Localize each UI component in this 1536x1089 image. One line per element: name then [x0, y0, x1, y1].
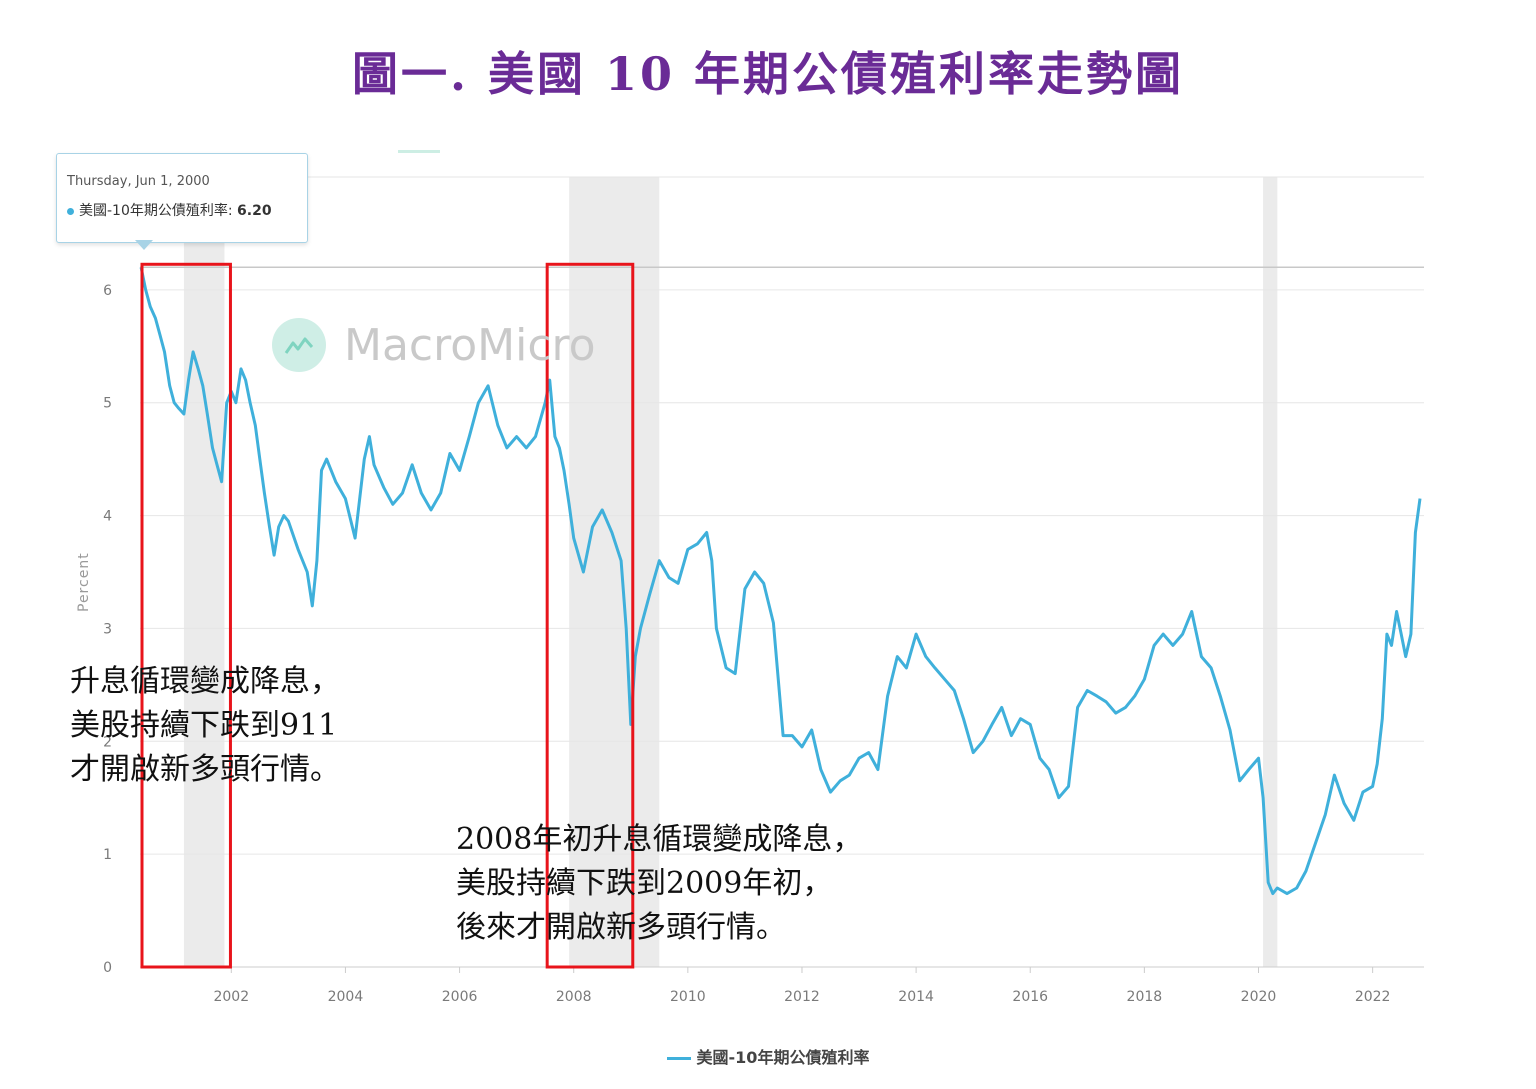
watermark-text: MacroMicro — [344, 319, 596, 371]
legend[interactable]: 美國-10年期公債殖利率 — [0, 1044, 1536, 1068]
x-tick-label: 2008 — [556, 989, 592, 1005]
annotation-line: 才開啟新多頭行情。 — [70, 752, 340, 787]
macromicro-logo-icon — [272, 318, 326, 372]
series-line — [139, 267, 1422, 896]
y-tick-label: 0 — [103, 960, 112, 976]
annotation-line: 2008年初升息循環變成降息， — [456, 822, 863, 857]
decorative-dash — [398, 150, 440, 153]
y-tick-label: 4 — [103, 509, 112, 525]
annotation-2001: 升息循環變成降息， 美股持續下跌到911 才開啟新多頭行情。 — [70, 660, 340, 792]
x-tick-label: 2012 — [784, 989, 820, 1005]
recession-band — [183, 177, 225, 967]
y-tick-label: 2 — [103, 734, 112, 750]
y-axis-title: Percent — [76, 552, 92, 612]
x-tick-label: 2022 — [1355, 989, 1391, 1005]
recession-band — [1263, 177, 1278, 967]
recession-bands — [183, 177, 1278, 967]
annotation-line: 後來才開啟新多頭行情。 — [456, 910, 786, 945]
y-tick-label: 6 — [103, 283, 112, 299]
x-tick-labels: 2002 2004 2006 2008 2010 2012 2014 2016 2018 2020… — [140, 966, 1424, 1005]
x-tick-label: 2006 — [442, 989, 478, 1005]
annotation-line: 美股持續下跌到2009年初， — [456, 866, 833, 901]
tooltip-row: 美國-10年期公債殖利率: 6.20 — [67, 200, 272, 220]
tooltip-value: 6.20 — [237, 203, 272, 219]
highlight-box — [545, 262, 635, 969]
x-tick-label: 2004 — [328, 989, 364, 1005]
annotation-line: 升息循環變成降息， — [70, 664, 340, 699]
y-tick-label: 5 — [103, 396, 112, 412]
y-tick-label: 3 — [103, 621, 112, 637]
y-tick-labels: 01234567 — [103, 170, 112, 976]
watermark: MacroMicro — [272, 310, 596, 380]
highlight-box — [140, 262, 232, 969]
legend-label: 美國-10年期公債殖利率 — [696, 1048, 870, 1067]
tooltip-pointer — [135, 240, 153, 250]
tooltip: Thursday, Jun 1, 2000 美國-10年期公債殖利率: 6.20 — [56, 153, 308, 250]
y-tick-label: 1 — [103, 847, 112, 863]
x-tick-label: 2018 — [1127, 989, 1163, 1005]
highlight-boxes — [140, 262, 635, 969]
x-tick-label: 2020 — [1241, 989, 1277, 1005]
annotation-line: 美股持續下跌到911 — [70, 708, 338, 743]
x-tick-label: 2010 — [670, 989, 706, 1005]
tooltip-series-label: 美國-10年期公債殖利率: — [79, 203, 233, 219]
series-layer — [139, 267, 1422, 896]
series-dot-icon — [67, 207, 74, 215]
tooltip-date: Thursday, Jun 1, 2000 — [67, 174, 210, 189]
x-tick-label: 2016 — [1012, 989, 1048, 1005]
annotation-2008: 2008年初升息循環變成降息， 美股持續下跌到2009年初， 後來才開啟新多頭行… — [456, 818, 862, 950]
legend-swatch-icon — [666, 1057, 691, 1060]
x-tick-label: 2002 — [213, 989, 249, 1005]
page-title: 圖一. 美國 10 年期公債殖利率走勢圖 — [351, 47, 1185, 101]
x-tick-label: 2014 — [898, 989, 934, 1005]
